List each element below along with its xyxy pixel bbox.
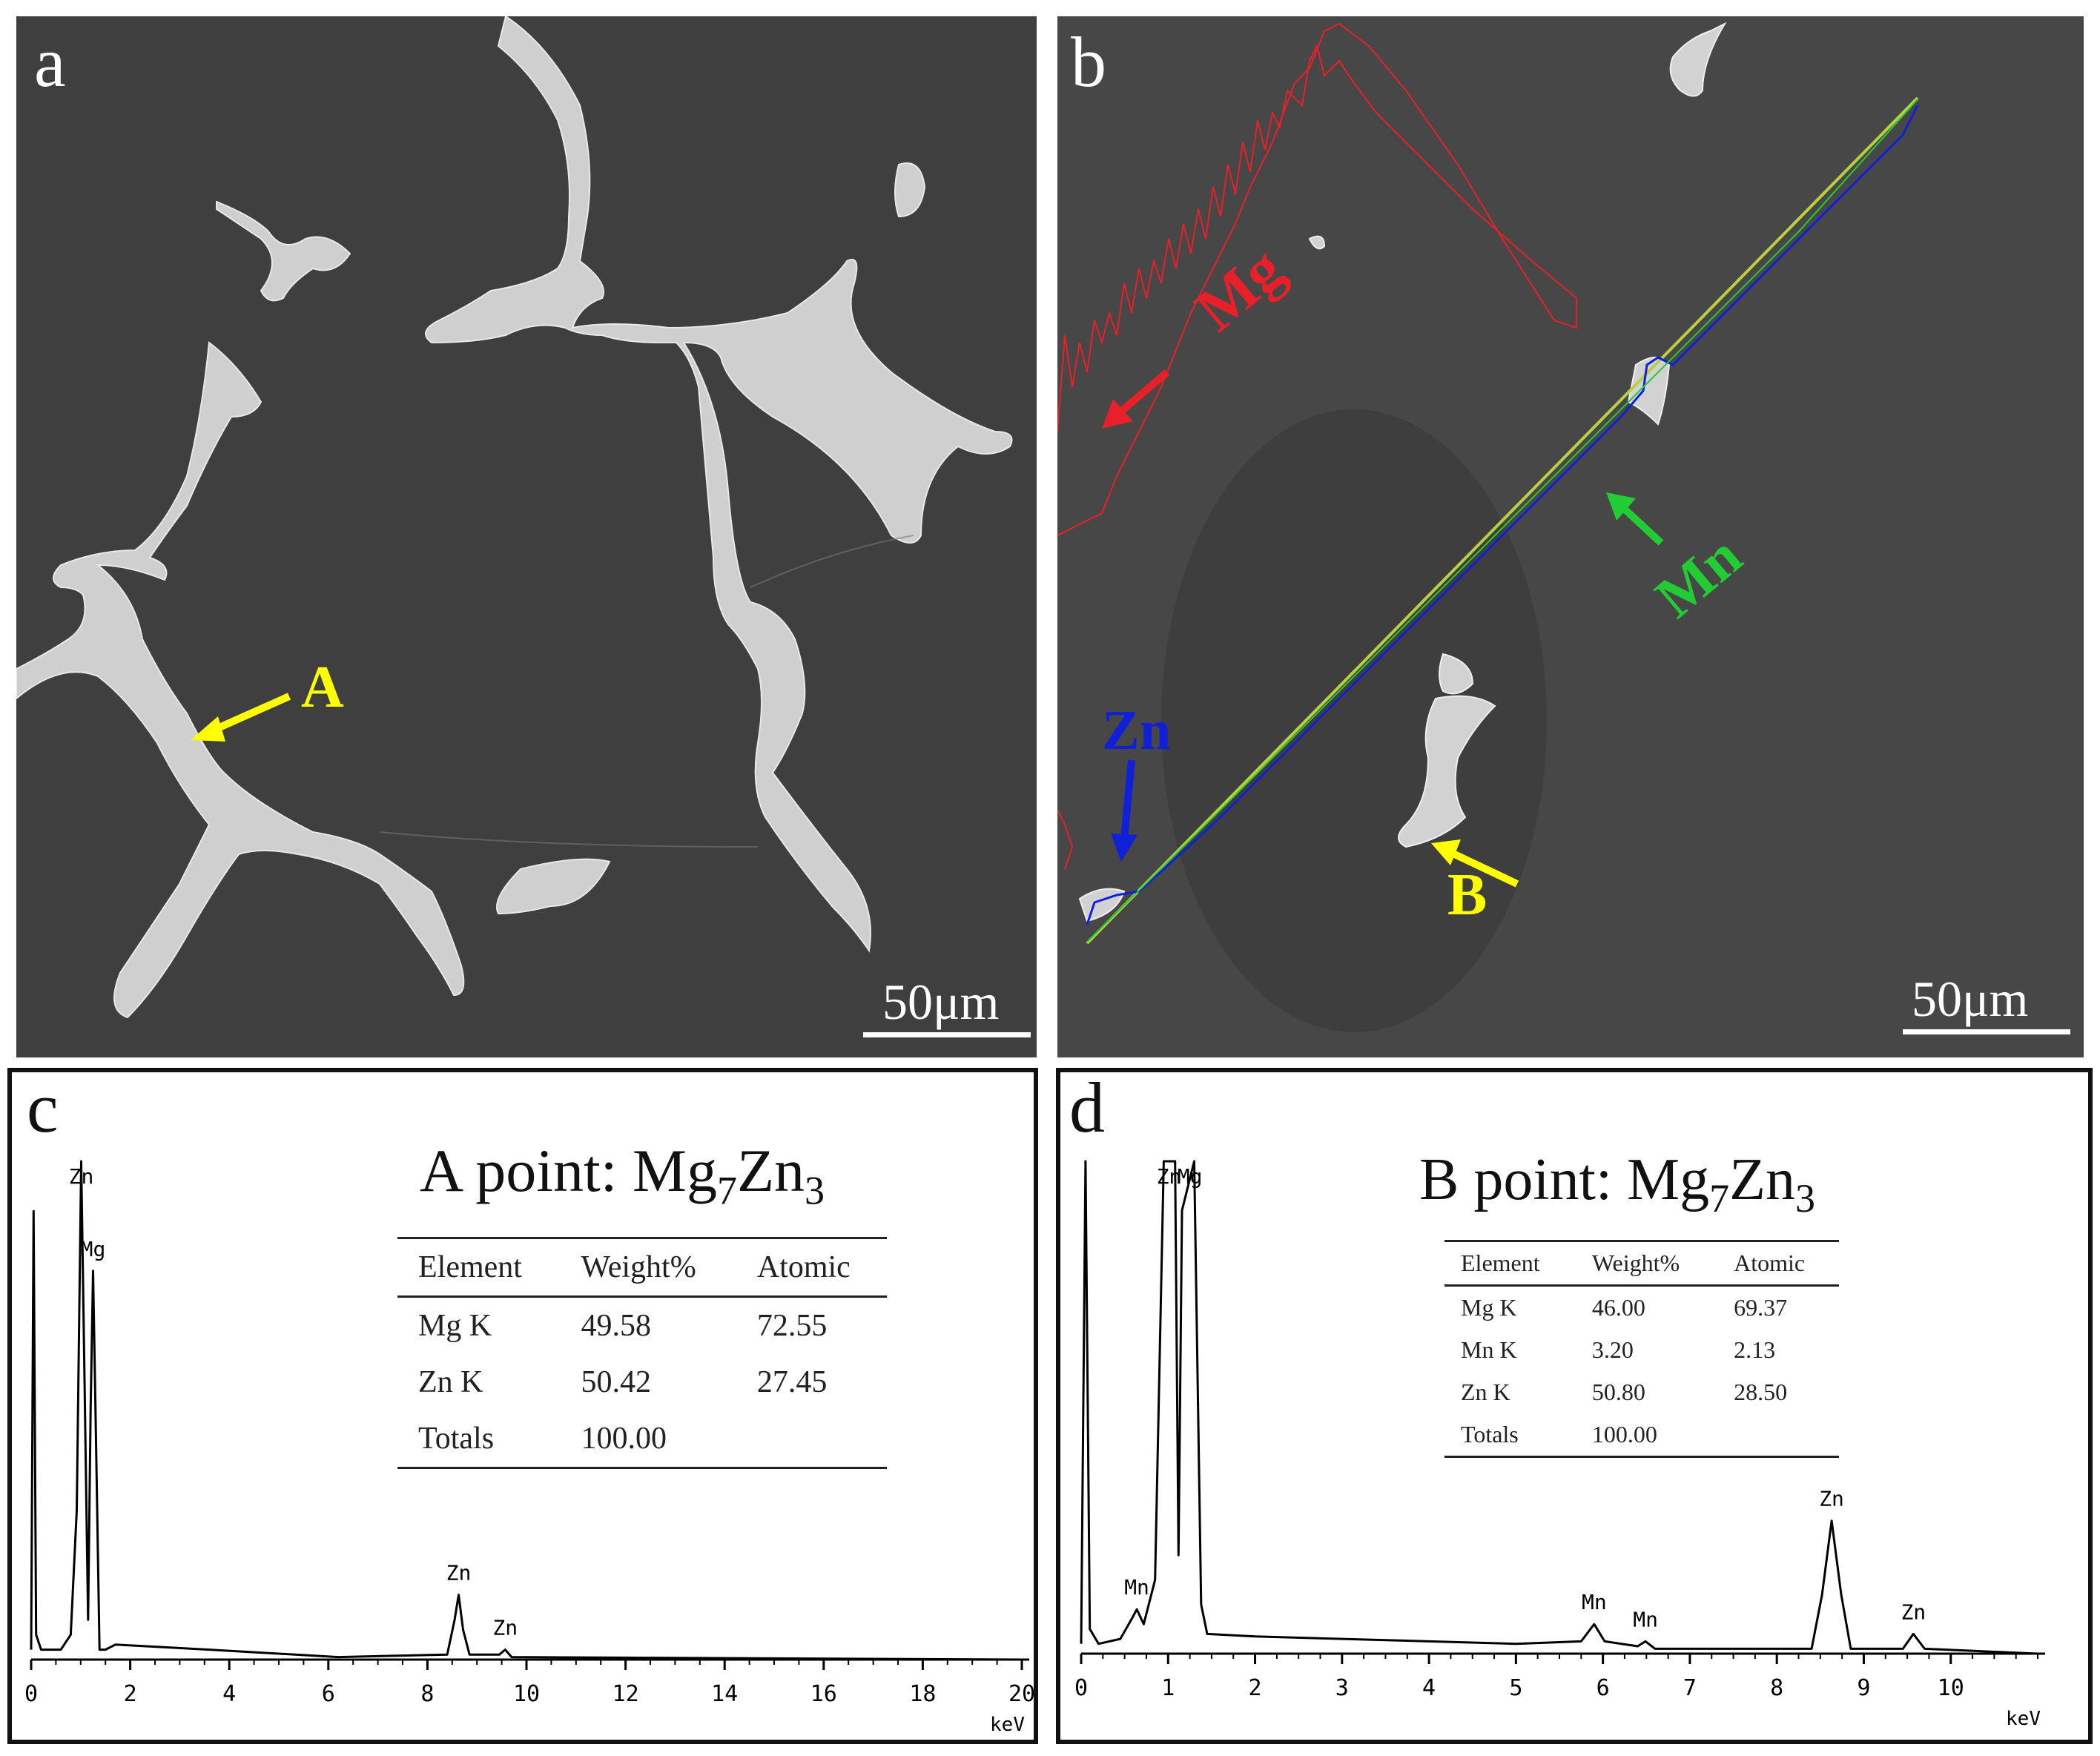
- x-tick-label: 9: [1857, 1675, 1870, 1701]
- mn-profile-line: [1086, 99, 1918, 943]
- scale-bar-label-a: 50μm: [882, 974, 1000, 1030]
- x-tick-label: 18: [909, 1681, 936, 1707]
- x-tick-label: 1: [1161, 1675, 1175, 1701]
- eds-title-c: A point: Mg7Zn3: [420, 1137, 825, 1213]
- x-tick-label: 2: [1249, 1675, 1262, 1701]
- table-header-row: Element Weight% Atomic: [397, 1238, 887, 1297]
- table-row: Mg K 46.00 69.37: [1461, 1294, 1788, 1321]
- peak-label: Mn: [1124, 1575, 1149, 1600]
- arrow-a-svg: [191, 693, 291, 742]
- panel-label-a: a: [34, 22, 66, 102]
- eds-panel-c: 0 2 4 6 8 10 12 14 16 18 20 keV Mg Zn Zn Zn c A point: …: [7, 1068, 1038, 1744]
- x-tick-label: 4: [222, 1681, 236, 1707]
- x-tick-label: 16: [810, 1681, 837, 1707]
- spectrum-line: [1080, 1160, 2038, 1655]
- x-tick-label: 3: [1335, 1675, 1349, 1701]
- peak-label: Mg: [1178, 1164, 1203, 1189]
- peak-label: Zn: [1901, 1600, 1926, 1624]
- microstructure-b: [1057, 16, 2084, 1057]
- peak-label: Mg: [81, 1237, 106, 1261]
- peak-label: Zn: [1157, 1164, 1182, 1189]
- table-row: Mn K 3.20 2.13: [1461, 1336, 1776, 1363]
- composition-table-c: Element Weight% Atomic Mg K 49.58 72.55 …: [397, 1237, 887, 1469]
- table-row: Zn K 50.80 28.50: [1461, 1379, 1788, 1405]
- x-tick-label: 20: [1008, 1681, 1034, 1707]
- table-row: Totals 100.00: [397, 1410, 887, 1468]
- x-axis-label: keV: [2006, 1708, 2041, 1730]
- x-tick-label: 7: [1683, 1675, 1697, 1701]
- arrow-a-icon: [191, 716, 225, 742]
- x-tick-label: 8: [420, 1681, 434, 1707]
- x-tick-label: 5: [1509, 1675, 1522, 1701]
- point-a-label: A: [301, 655, 344, 720]
- eds-spectrum-c: 0 2 4 6 8 10 12 14 16 18 20 keV Mg Zn Zn Zn: [24, 1160, 1034, 1736]
- x-tick-label: 14: [711, 1681, 738, 1707]
- x-tick-label: 0: [24, 1681, 38, 1707]
- sem-panel-b: b Mg Mn Zn B 50μm: [1057, 16, 2084, 1057]
- x-tick-label: 0: [1074, 1675, 1088, 1701]
- x-tick-label: 8: [1770, 1675, 1783, 1701]
- panel-label-d: d: [1069, 1068, 1105, 1147]
- composition-table-d: Element Weight% Atomic Mg K 46.00 69.37 …: [1444, 1240, 1839, 1458]
- zn-label: Zn: [1102, 699, 1171, 762]
- zn-profile-line: [1086, 105, 1919, 925]
- x-tick-label: 12: [612, 1681, 639, 1707]
- sem-panel-a: a A 50μm: [16, 16, 1037, 1057]
- peak-label: Zn: [69, 1164, 94, 1189]
- table-header-row: Element Weight% Atomic: [1444, 1241, 1839, 1286]
- table-row: Zn K 50.42 27.45: [418, 1365, 828, 1399]
- eds-panel-d: 0 1 2 3 4 5 6 7 8 9 10 keV Mn Zn Mg Mn Mn Zn Zn d B point:…: [1056, 1068, 2093, 1744]
- peak-label: Zn: [446, 1561, 472, 1585]
- x-axis-label: keV: [990, 1714, 1025, 1736]
- arrow-mn-icon: [1606, 492, 1636, 521]
- panel-label-c: c: [27, 1068, 59, 1147]
- x-tick-label: 4: [1422, 1675, 1436, 1701]
- x-tick-label: 10: [513, 1681, 540, 1707]
- table-row: Mg K 49.58 72.55: [418, 1309, 828, 1343]
- mg-profile-line: [1057, 22, 1577, 536]
- scale-bar-b: [1903, 1029, 2070, 1034]
- arrow-mg-icon: [1102, 399, 1133, 429]
- scan-line: [1086, 96, 1919, 945]
- arrow-b-icon: [1431, 839, 1461, 865]
- arrow-zn-icon: [1111, 834, 1138, 862]
- scale-bar-a: [863, 1032, 1031, 1037]
- panel-label-b: b: [1071, 22, 1106, 102]
- peak-label: Mn: [1633, 1607, 1658, 1631]
- x-tick-label: 6: [1597, 1675, 1610, 1701]
- x-tick-label: 10: [1938, 1675, 1964, 1701]
- eds-title-d: B point: Mg7Zn3: [1419, 1147, 1816, 1221]
- point-b-label: B: [1447, 862, 1488, 928]
- peak-label: Zn: [492, 1616, 518, 1640]
- peak-label: Zn: [1819, 1487, 1844, 1511]
- x-tick-label: 6: [322, 1681, 335, 1707]
- microstructure-a: [16, 16, 1013, 1019]
- peak-label: Mn: [1582, 1590, 1607, 1614]
- table-row: Totals 100.00: [1444, 1413, 1839, 1457]
- x-tick-label: 2: [124, 1681, 137, 1707]
- spectrum-line: [30, 1160, 1023, 1661]
- scale-bar-label-b: 50μm: [1912, 971, 2029, 1027]
